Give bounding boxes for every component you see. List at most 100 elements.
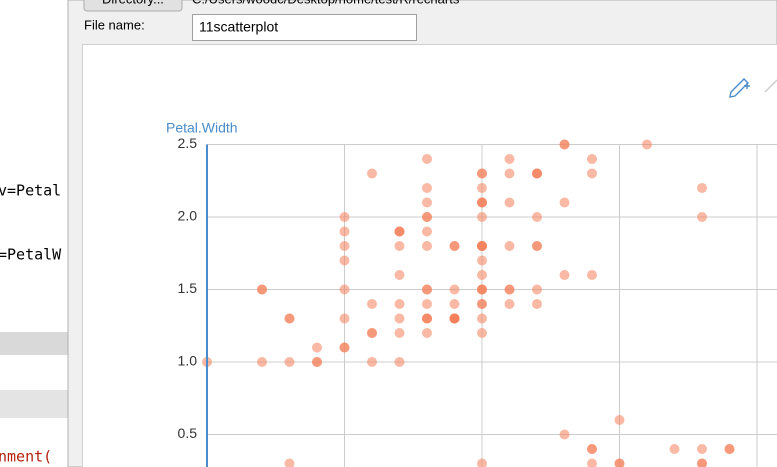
point bbox=[284, 313, 295, 324]
point bbox=[339, 241, 350, 251]
point bbox=[532, 284, 542, 295]
point bbox=[587, 458, 597, 467]
point bbox=[532, 241, 542, 251]
point bbox=[394, 299, 405, 309]
point bbox=[339, 226, 350, 237]
point bbox=[477, 197, 487, 208]
point bbox=[532, 299, 542, 309]
point bbox=[339, 255, 350, 266]
code-editor bbox=[0, 0, 68, 467]
point bbox=[532, 212, 542, 222]
point bbox=[477, 313, 487, 324]
code-line: nment( bbox=[0, 448, 52, 466]
point bbox=[394, 328, 405, 338]
point bbox=[394, 313, 405, 324]
point bbox=[339, 342, 350, 353]
point bbox=[587, 154, 597, 164]
y-tick-label: 0.5 bbox=[178, 425, 198, 441]
point bbox=[669, 444, 680, 454]
point bbox=[477, 299, 487, 309]
file-name-label: File name: bbox=[84, 17, 145, 32]
directory-button[interactable] bbox=[83, 0, 183, 12]
plot-area bbox=[202, 139, 777, 467]
point bbox=[257, 357, 267, 367]
y-tick-label: 1.5 bbox=[178, 280, 198, 296]
point bbox=[477, 284, 487, 295]
point bbox=[422, 299, 432, 309]
y-axis-title: Petal.Width bbox=[166, 120, 238, 136]
file-name-value: 11scatterplot bbox=[199, 19, 278, 35]
point bbox=[614, 415, 625, 425]
point bbox=[394, 270, 405, 280]
point bbox=[504, 241, 515, 251]
point bbox=[312, 342, 322, 353]
point bbox=[532, 168, 542, 179]
toolbox-icon[interactable] bbox=[764, 79, 777, 93]
point bbox=[449, 284, 460, 295]
point bbox=[559, 429, 570, 440]
editor-bar bbox=[0, 332, 68, 355]
code-line: =PetalW bbox=[0, 246, 62, 264]
preview-panel bbox=[82, 44, 777, 467]
point bbox=[477, 183, 487, 193]
point bbox=[367, 357, 377, 367]
point bbox=[339, 212, 350, 222]
point bbox=[504, 154, 515, 164]
point bbox=[477, 270, 487, 280]
point bbox=[697, 183, 707, 193]
point bbox=[477, 168, 487, 179]
point bbox=[367, 299, 377, 309]
toolbox-icon[interactable] bbox=[729, 78, 750, 98]
button-label: Directory... bbox=[102, 0, 164, 6]
point bbox=[504, 197, 515, 208]
point bbox=[449, 299, 460, 309]
point bbox=[422, 284, 432, 295]
point bbox=[257, 284, 267, 295]
point bbox=[504, 299, 515, 309]
point bbox=[422, 313, 432, 324]
point bbox=[559, 270, 570, 280]
point bbox=[477, 241, 487, 251]
point bbox=[477, 458, 487, 467]
file-name-input[interactable] bbox=[192, 14, 417, 41]
point bbox=[642, 139, 652, 150]
point bbox=[312, 357, 322, 367]
point bbox=[449, 313, 460, 324]
point bbox=[394, 226, 405, 237]
y-tick-label: 2.0 bbox=[178, 208, 198, 224]
point bbox=[477, 328, 487, 338]
point bbox=[587, 444, 597, 454]
point bbox=[587, 168, 597, 179]
point bbox=[422, 197, 432, 208]
point bbox=[367, 328, 377, 338]
point bbox=[394, 357, 405, 367]
point bbox=[422, 226, 432, 237]
point bbox=[477, 255, 487, 266]
point bbox=[559, 197, 570, 208]
point bbox=[422, 212, 432, 222]
point bbox=[724, 444, 735, 454]
point bbox=[449, 241, 460, 251]
point bbox=[559, 139, 570, 150]
point bbox=[504, 168, 515, 179]
point bbox=[339, 284, 350, 295]
y-tick-label: 1.0 bbox=[178, 353, 198, 369]
y-tick-label: 2.5 bbox=[178, 135, 198, 151]
point bbox=[697, 458, 707, 467]
point bbox=[422, 328, 432, 338]
point bbox=[697, 444, 707, 454]
point bbox=[367, 168, 377, 179]
point bbox=[477, 212, 487, 222]
point bbox=[697, 212, 707, 222]
code-line: v=Petal bbox=[0, 182, 61, 200]
point bbox=[284, 458, 295, 467]
path: C:/Users/woodc/Desktop/home/test/R/recha… bbox=[192, 0, 460, 6]
point bbox=[284, 357, 295, 367]
point bbox=[504, 284, 515, 295]
point bbox=[422, 183, 432, 193]
point bbox=[587, 270, 597, 280]
point bbox=[339, 313, 350, 324]
point bbox=[394, 241, 405, 251]
